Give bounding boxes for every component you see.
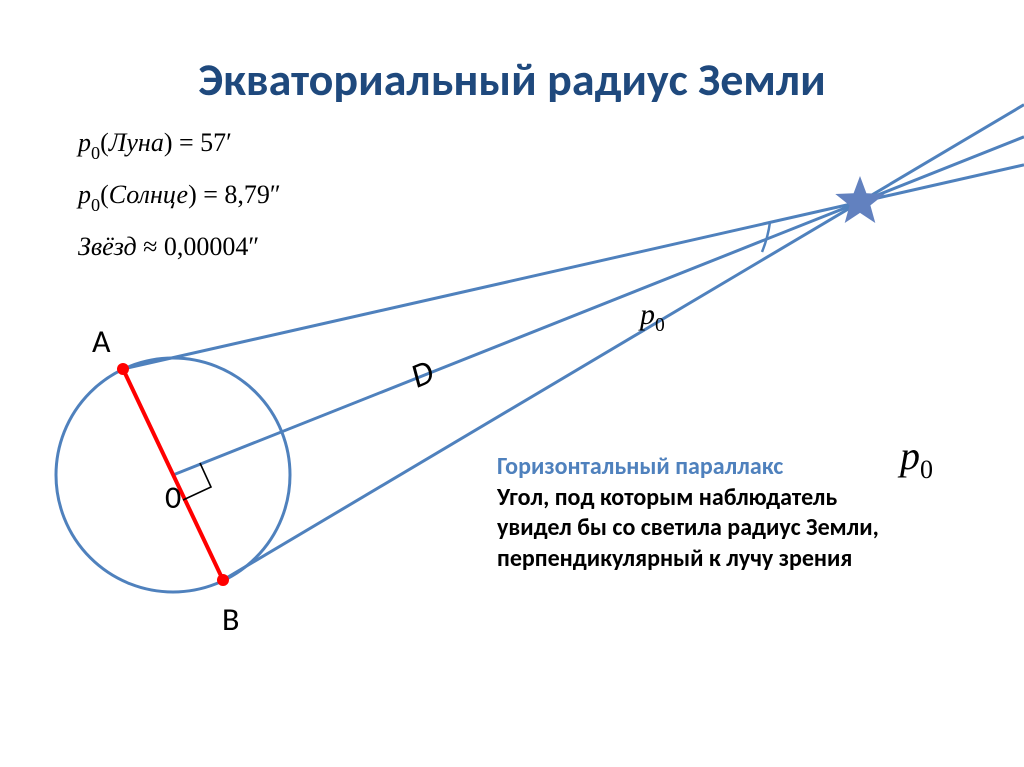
line-center-to-star [173, 137, 1024, 475]
definition-body: Угол, под которым наблюдатель увидел бы … [497, 483, 879, 573]
label-A: A [92, 322, 111, 361]
slide-root: Экваториальный радиус Земли p0(Луна) = 5… [0, 0, 1024, 767]
line-A-to-star [123, 165, 1024, 369]
parallax-diagram [0, 0, 1024, 767]
p0-p: p [640, 298, 655, 331]
p0-0: 0 [655, 315, 665, 336]
star-icon [835, 176, 884, 223]
p0r-p: p [900, 433, 920, 478]
definition-title: Горизонтальный параллакс [497, 452, 783, 481]
label-B: B [222, 600, 239, 639]
label-p0-angle: p0 [640, 298, 665, 337]
point-B [217, 574, 229, 586]
line-AB-diameter [123, 369, 223, 580]
point-A [117, 363, 129, 375]
p0r-0: 0 [920, 455, 933, 484]
label-p0-right: p0 [900, 432, 933, 485]
label-center-0: 0 [165, 478, 181, 517]
definition-block: Горизонтальный параллакс Угол, под котор… [497, 452, 897, 575]
